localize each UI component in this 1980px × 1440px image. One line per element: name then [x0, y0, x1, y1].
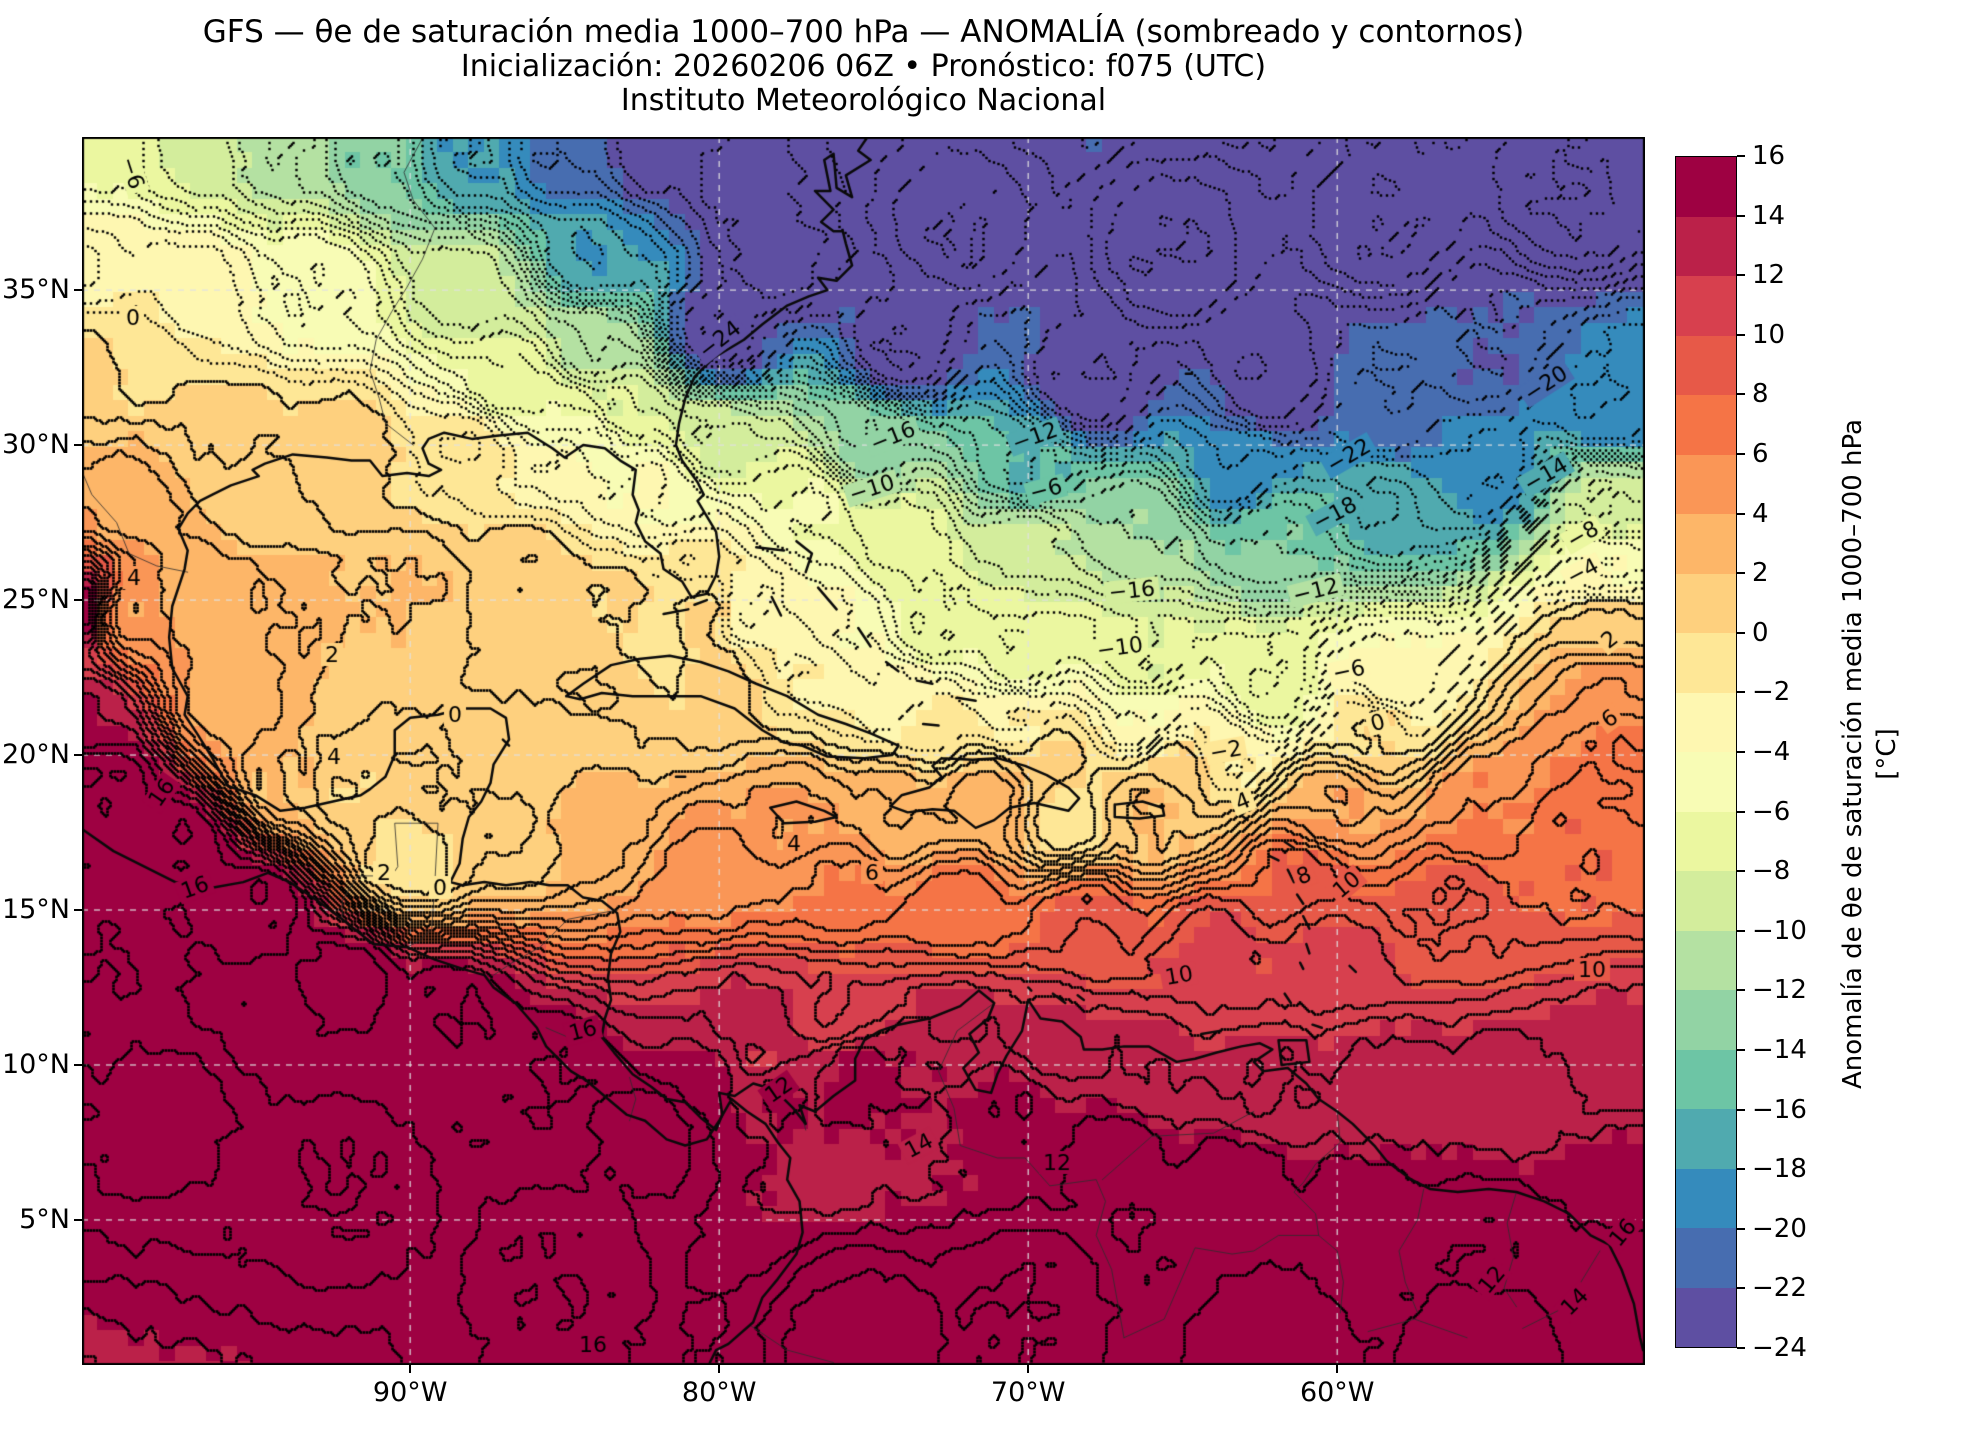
colorbar-tick-mark [1737, 870, 1745, 873]
colorbar-segment [1676, 276, 1736, 336]
colorbar-tick-label: 12 [1752, 260, 1786, 291]
lat-tick-label: 10°N [1, 1048, 70, 1080]
subtitle-init-forecast: Inicialización: 20260206 06Z • Pronóstic… [460, 49, 1267, 84]
colorbar-segment [1676, 395, 1736, 455]
colorbar-segment [1676, 811, 1736, 871]
colorbar-segment [1676, 930, 1736, 990]
colorbar-segment [1676, 692, 1736, 752]
colorbar-segment [1676, 1109, 1736, 1169]
colorbar-segment [1676, 454, 1736, 514]
colorbar-tick-mark [1737, 691, 1745, 694]
colorbar-segment [1676, 1228, 1736, 1288]
map-canvas [82, 137, 1645, 1365]
lat-tick-label: 30°N [1, 429, 70, 461]
colorbar-tick-label: 2 [1752, 558, 1769, 589]
colorbar-tick-label: −4 [1752, 737, 1791, 767]
colorbar-tick-label: −18 [1752, 1154, 1807, 1185]
colorbar-segment [1676, 1049, 1736, 1109]
colorbar-tick-mark [1737, 631, 1745, 634]
colorbar-tick-mark [1737, 1227, 1745, 1230]
lat-tick-mark [74, 1218, 82, 1221]
page-title: GFS — θe de saturación media 1000–700 hP… [202, 14, 1525, 50]
colorbar-tick-mark [1737, 393, 1745, 396]
colorbar-tick-mark [1737, 751, 1745, 753]
colorbar-tick-mark [1737, 929, 1745, 932]
colorbar-tick-mark [1737, 1347, 1745, 1349]
lon-tick-mark [1027, 1365, 1030, 1373]
colorbar [1675, 156, 1737, 1348]
colorbar-segment [1676, 514, 1736, 574]
colorbar-segment [1676, 1168, 1736, 1228]
colorbar-segment [1676, 871, 1736, 931]
colorbar-tick-label: 0 [1752, 617, 1769, 648]
colorbar-tick-label: −24 [1752, 1333, 1807, 1363]
colorbar-segment [1676, 216, 1736, 276]
colorbar-tick-label: −8 [1752, 856, 1791, 887]
lon-tick-mark [1336, 1365, 1339, 1373]
colorbar-tick-mark [1737, 512, 1745, 515]
lat-tick-label: 15°N [1, 894, 70, 925]
colorbar-tick-mark [1737, 810, 1745, 813]
lat-tick-label: 5°N [19, 1203, 70, 1235]
lon-tick-label: 70°W [990, 1377, 1066, 1408]
colorbar-tick-label: 4 [1752, 498, 1769, 529]
lon-tick-label: 90°W [372, 1377, 448, 1408]
colorbar-tick-mark [1737, 333, 1745, 336]
lat-tick-label: 20°N [1, 739, 70, 771]
colorbar-tick-label: −2 [1752, 677, 1791, 708]
colorbar-title: Anomalía de θe de saturación media 1000–… [1838, 419, 1902, 1089]
lon-tick-label: 80°W [681, 1377, 757, 1408]
colorbar-segment [1676, 752, 1736, 812]
lon-tick-label: 60°W [1299, 1377, 1375, 1408]
colorbar-tick-mark [1737, 214, 1745, 217]
lon-tick-mark [409, 1365, 412, 1373]
colorbar-tick-label: −16 [1752, 1094, 1807, 1125]
colorbar-tick-label: 8 [1752, 379, 1769, 410]
lat-tick-mark [74, 754, 82, 757]
colorbar-tick-mark [1737, 1287, 1745, 1290]
colorbar-tick-label: 10 [1752, 319, 1786, 350]
colorbar-tick-label: −20 [1752, 1213, 1807, 1244]
colorbar-tick-label: −6 [1752, 796, 1791, 827]
colorbar-tick-mark [1737, 1108, 1745, 1111]
colorbar-segment [1676, 573, 1736, 633]
colorbar-tick-mark [1737, 572, 1745, 575]
lat-tick-label: 25°N [1, 584, 70, 616]
colorbar-segment [1676, 1287, 1736, 1347]
lat-tick-mark [74, 1063, 82, 1066]
lat-tick-mark [74, 444, 82, 447]
lat-tick-mark [74, 289, 82, 292]
colorbar-segment [1676, 335, 1736, 395]
subtitle-institution: Instituto Meteorológico Nacional [620, 83, 1107, 118]
lat-tick-label: 35°N [1, 274, 70, 306]
colorbar-tick-mark [1737, 1049, 1745, 1051]
colorbar-tick-label: −14 [1752, 1035, 1807, 1065]
colorbar-segment [1676, 633, 1736, 693]
colorbar-tick-label: 14 [1752, 200, 1786, 231]
colorbar-tick-mark [1737, 274, 1745, 277]
colorbar-tick-mark [1737, 155, 1745, 157]
colorbar-tick-label: −10 [1752, 915, 1807, 946]
lat-tick-mark [74, 599, 82, 602]
colorbar-tick-label: 16 [1752, 141, 1786, 171]
title-block: GFS — θe de saturación media 1000–700 hP… [82, 14, 1645, 118]
colorbar-tick-mark [1737, 453, 1745, 455]
lat-tick-mark [74, 909, 82, 911]
colorbar-tick-mark [1737, 1168, 1745, 1171]
colorbar-segment [1676, 157, 1736, 217]
colorbar-tick-mark [1737, 989, 1745, 992]
colorbar-tick-label: 6 [1752, 439, 1769, 469]
colorbar-tick-label: −22 [1752, 1273, 1807, 1304]
colorbar-tick-label: −12 [1752, 975, 1807, 1006]
lon-tick-mark [718, 1365, 721, 1373]
colorbar-segment [1676, 990, 1736, 1050]
